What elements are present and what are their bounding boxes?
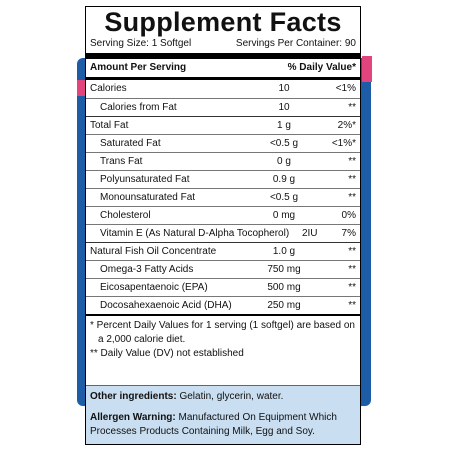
nutrient-name: Polyunsaturated Fat (100, 174, 190, 185)
text: Gelatin, glycerin, water. (179, 391, 284, 402)
nutrient-name: Calories (90, 83, 127, 94)
nutrient-name: Natural Fish Oil Concentrate (90, 246, 217, 257)
daily-value: 2%* (337, 120, 356, 131)
nutrient-name: Docosahexaenoic Acid (DHA) (100, 300, 232, 311)
amount: 0.9 g (272, 174, 296, 185)
amount: 750 mg (267, 264, 301, 275)
nutrient-row: Calories 10 <1% (86, 80, 360, 98)
serving-line: Serving Size: 1 Softgel Servings Per Con… (86, 37, 360, 51)
allergen: Allergen Warning: Manufactured On Equipm… (90, 411, 356, 439)
amount: <0.5 g (269, 138, 299, 149)
daily-value: 7% (341, 228, 356, 239)
daily-value: ** (348, 246, 356, 257)
supplement-label: Supplement Facts Serving Size: 1 Softgel… (85, 6, 361, 445)
amount: 0 mg (272, 210, 296, 221)
nutrient-row: Total Fat 1 g 2%* (86, 116, 360, 134)
pink-accent (362, 56, 372, 82)
nutrient-name: Vitamin E (As Natural D-Alpha Tocopherol… (100, 228, 290, 239)
nutrient-row: Natural Fish Oil Concentrate 1.0 g ** (86, 242, 360, 260)
daily-value: ** (348, 174, 356, 185)
other-ingredients: Other ingredients: Gelatin, glycerin, wa… (90, 390, 356, 404)
daily-value: ** (348, 102, 356, 113)
nutrient-row: Eicosapentaenoic (EPA) 500 mg ** (86, 278, 360, 296)
label: Allergen Warning: (90, 412, 176, 423)
header-amount: Amount Per Serving (90, 62, 187, 73)
header-row: Amount Per Serving % Daily Value* (86, 59, 360, 80)
text: Manufactured On Equipment Which Processe… (90, 412, 337, 437)
nutrient-row: Docosahexaenoic Acid (DHA) 250 mg ** (86, 296, 360, 314)
daily-value: ** (348, 282, 356, 293)
nutrient-row: Polyunsaturated Fat 0.9 g ** (86, 170, 360, 188)
daily-value: ** (348, 264, 356, 275)
nutrient-row: Saturated Fat <0.5 g <1%* (86, 134, 360, 152)
serving-size: Serving Size: 1 Softgel (90, 38, 192, 49)
amount: 500 mg (267, 282, 301, 293)
nutrient-row: Monounsaturated Fat <0.5 g ** (86, 188, 360, 206)
footnote: * Percent Daily Values for 1 serving (1 … (90, 320, 355, 331)
nutrient-name: Monounsaturated Fat (100, 192, 196, 203)
thick-bar (86, 53, 360, 59)
nutrient-name: Eicosapentaenoic (EPA) (100, 282, 208, 293)
nutrient-name: Total Fat (90, 120, 129, 131)
amount: 250 mg (267, 300, 301, 311)
nutrient-row: Trans Fat 0 g ** (86, 152, 360, 170)
nutrient-name: Omega-3 Fatty Acids (100, 264, 194, 275)
footnotes: * Percent Daily Values for 1 serving (1 … (86, 314, 360, 363)
pink-accent (77, 80, 86, 96)
daily-value: ** (348, 156, 356, 167)
daily-value: <1% (335, 83, 356, 94)
daily-value: ** (348, 300, 356, 311)
nutrient-row: Vitamin E (As Natural D-Alpha Tocopherol… (86, 224, 360, 242)
nutrient-name: Calories from Fat (100, 102, 177, 113)
footnote: a 2,000 calorie diet. (98, 334, 186, 345)
header-dv: % Daily Value* (287, 62, 356, 73)
amount: 1.0 g (272, 246, 296, 257)
nutrient-row: Omega-3 Fatty Acids 750 mg ** (86, 260, 360, 278)
amount: 10 (278, 83, 290, 94)
label: Other ingredients: (90, 391, 177, 402)
daily-value: <1%* (331, 138, 356, 149)
amount: 0 g (277, 156, 291, 167)
nutrient-name: Trans Fat (100, 156, 143, 167)
servings-per-container: Servings Per Container: 90 (235, 38, 356, 49)
nutrient-name: Cholesterol (100, 210, 151, 221)
daily-value: 0% (341, 210, 356, 221)
title: Supplement Facts (104, 7, 342, 37)
ingredients-section: Other ingredients: Gelatin, glycerin, wa… (86, 385, 360, 444)
nutrient-row: Calories from Fat 10 ** (86, 98, 360, 116)
nutrient-row: Cholesterol 0 mg 0% (86, 206, 360, 224)
nutrient-name: Saturated Fat (100, 138, 161, 149)
daily-value: ** (348, 192, 356, 203)
rows: Calories 10 <1% Calories from Fat 10 ** Total … (86, 80, 360, 314)
amount: 1 g (277, 120, 291, 131)
amount: 2IU (301, 228, 318, 239)
amount: <0.5 g (269, 192, 299, 203)
footnote: ** Daily Value (DV) not established (90, 348, 244, 359)
amount: 10 (278, 102, 290, 113)
